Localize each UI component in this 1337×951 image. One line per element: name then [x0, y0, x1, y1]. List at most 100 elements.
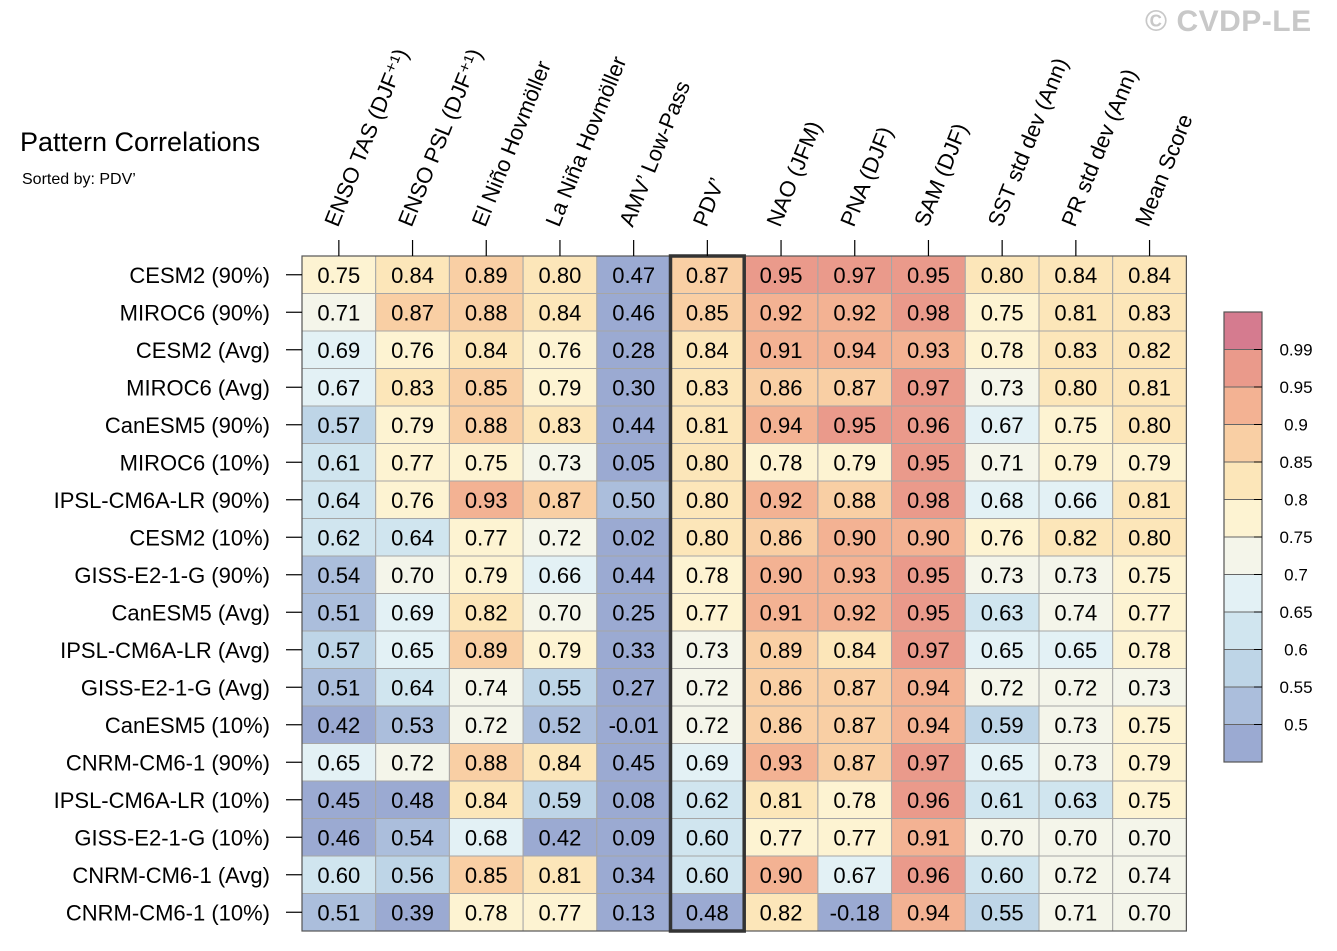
- cell-value: 0.72: [539, 525, 582, 550]
- heatmap-cell: [448, 518, 524, 557]
- heatmap-cell: [743, 593, 819, 632]
- cell-value: 0.72: [686, 675, 729, 700]
- cell-value: 0.75: [317, 263, 360, 288]
- cell-value: 0.83: [686, 375, 729, 400]
- cell-value: 0.71: [317, 300, 360, 325]
- row-label: IPSL-CM6A-LR (Avg): [60, 638, 270, 663]
- cell-value: 0.82: [1128, 338, 1171, 363]
- cell-value: 0.75: [1128, 713, 1171, 738]
- cell-value: 0.66: [539, 563, 582, 588]
- colorbar-label: 0.75: [1279, 528, 1312, 547]
- cell-value: 0.87: [539, 488, 582, 513]
- cell-value: 0.84: [539, 750, 582, 775]
- cell-value: 0.98: [907, 300, 950, 325]
- cell-value: 0.45: [612, 750, 655, 775]
- cell-value: 0.73: [1054, 750, 1097, 775]
- column-label: NAO (JFM): [762, 117, 827, 229]
- cell-value: 0.85: [465, 375, 508, 400]
- cell-value: 0.67: [981, 413, 1024, 438]
- cell-value: 0.79: [539, 638, 582, 663]
- row-label: GISS-E2-1-G (Avg): [81, 675, 270, 700]
- cell-value: 0.77: [760, 825, 803, 850]
- cell-value: 0.54: [391, 825, 434, 850]
- heatmap-cell: [1112, 368, 1187, 407]
- row-label: GISS-E2-1-G (90%): [74, 563, 270, 588]
- heatmap-cell: [375, 668, 450, 707]
- cell-value: 0.71: [981, 450, 1024, 475]
- heatmap-cell: [964, 668, 1040, 707]
- cell-value: 0.59: [539, 788, 582, 813]
- heatmap-cell: [522, 818, 598, 857]
- heatmap-cell: [301, 405, 377, 444]
- heatmap-cell: [448, 893, 524, 932]
- heatmap-cell: [448, 818, 524, 857]
- cell-value: 0.64: [317, 488, 360, 513]
- cell-value: 0.74: [1128, 863, 1171, 888]
- colorbar-swatch: [1223, 461, 1263, 500]
- heatmap-cell: [670, 668, 745, 707]
- heatmap-cell: [817, 705, 893, 744]
- cell-value: 0.65: [317, 750, 360, 775]
- cell-value: 0.72: [391, 750, 434, 775]
- heatmap-cell: [375, 630, 450, 669]
- heatmap-cell: [596, 818, 671, 857]
- cell-value: 0.93: [907, 338, 950, 363]
- cell-value: 0.82: [1054, 525, 1097, 550]
- cell-value: 0.48: [686, 900, 729, 925]
- heatmap-cell: [375, 593, 450, 632]
- cell-value: 0.93: [465, 488, 508, 513]
- cell-value: 0.73: [981, 563, 1024, 588]
- colorbar-swatch: [1223, 386, 1263, 425]
- cell-value: 0.84: [539, 300, 582, 325]
- cell-value: 0.83: [1128, 300, 1171, 325]
- watermark: © CVDP-LE: [1145, 5, 1312, 38]
- heatmap-cell: [743, 818, 819, 857]
- cell-value: 0.79: [539, 375, 582, 400]
- heatmap-cell: [891, 668, 966, 707]
- cell-value: 0.78: [981, 338, 1024, 363]
- row-label: MIROC6 (Avg): [126, 375, 270, 400]
- cell-value: 0.61: [981, 788, 1024, 813]
- heatmap-cell: [375, 405, 450, 444]
- cell-value: 0.70: [1128, 825, 1171, 850]
- heatmap-cell: [448, 630, 524, 669]
- heatmap-cell: [964, 743, 1040, 782]
- heatmap-cell: [891, 780, 966, 819]
- cell-value: 0.87: [686, 263, 729, 288]
- cell-value: 0.81: [1128, 375, 1171, 400]
- cell-value: 0.72: [1054, 863, 1097, 888]
- cell-value: 0.94: [760, 413, 803, 438]
- cell-value: 0.42: [317, 713, 360, 738]
- heatmap-cell: [301, 480, 377, 519]
- cell-value: 0.60: [686, 863, 729, 888]
- heatmap-cell: [670, 255, 745, 294]
- cell-value: 0.84: [1054, 263, 1097, 288]
- row-label: IPSL-CM6A-LR (90%): [54, 488, 270, 513]
- cell-value: 0.73: [1128, 675, 1171, 700]
- cell-value: 0.75: [981, 300, 1024, 325]
- cell-value: 0.72: [465, 713, 508, 738]
- heatmap-cell: [1038, 743, 1114, 782]
- cell-value: 0.69: [686, 750, 729, 775]
- cell-value: 0.91: [760, 600, 803, 625]
- cell-value: 0.75: [465, 450, 508, 475]
- heatmap-cell: [964, 855, 1040, 894]
- heatmap-cell: [448, 705, 524, 744]
- cell-value: 0.64: [391, 675, 434, 700]
- cell-value: 0.92: [760, 300, 803, 325]
- heatmap-cell: [1038, 443, 1114, 482]
- cell-value: 0.80: [981, 263, 1024, 288]
- cell-value: 0.74: [1054, 600, 1097, 625]
- heatmap-cell: [743, 255, 819, 294]
- cell-value: 0.61: [317, 450, 360, 475]
- heatmap-cell: [1112, 743, 1187, 782]
- cell-value: 0.78: [465, 900, 508, 925]
- cell-value: 0.68: [465, 825, 508, 850]
- heatmap-cell: [1112, 480, 1187, 519]
- heatmap-cell: [448, 668, 524, 707]
- cell-value: 0.95: [907, 563, 950, 588]
- cell-value: 0.68: [981, 488, 1024, 513]
- cell-value: 0.64: [391, 525, 434, 550]
- cell-value: 0.70: [391, 563, 434, 588]
- heatmap-cell: [596, 518, 671, 557]
